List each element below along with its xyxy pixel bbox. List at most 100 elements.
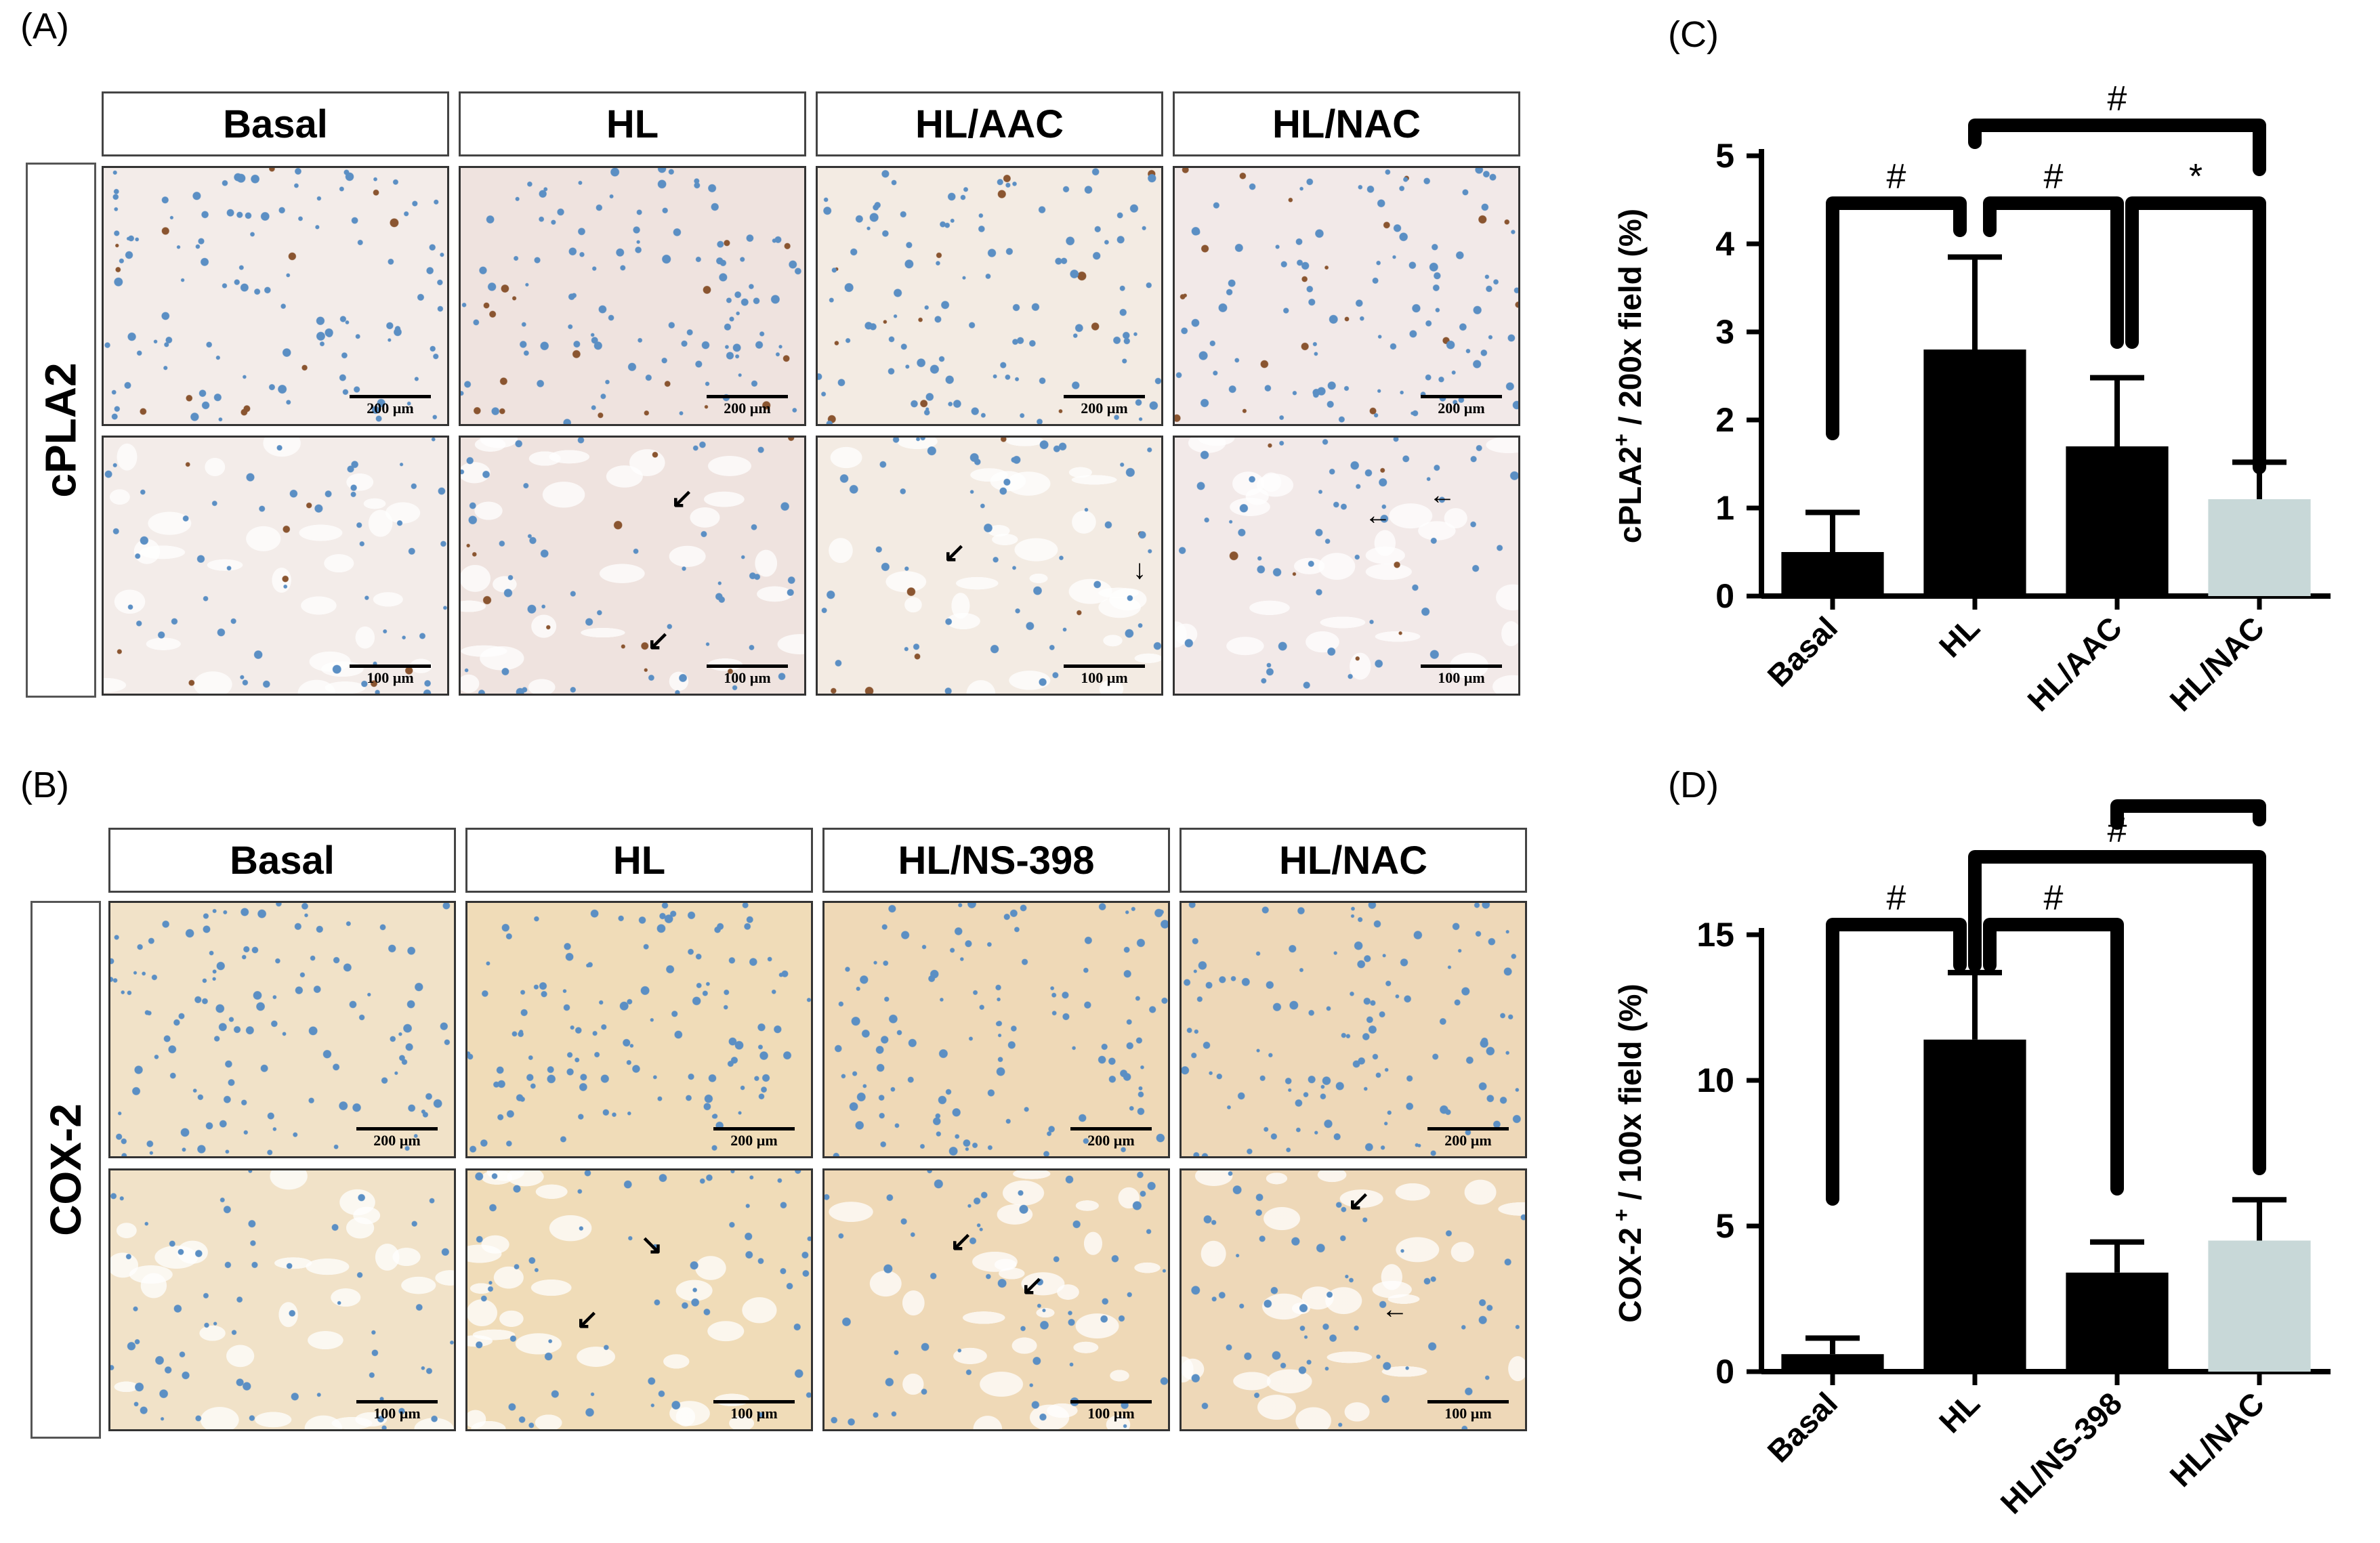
scale-bar-label: 100 µm (367, 669, 414, 686)
significance-bracket (1983, 918, 2124, 1196)
micrograph-low-mag-basal: 200 µm (102, 166, 449, 426)
scale-bar-label: 100 µm (373, 1405, 421, 1422)
significance-label: # (2044, 157, 2064, 196)
x-tick-label: HL (1932, 610, 1986, 664)
row-label-cox2: COX-2 (30, 901, 101, 1439)
micrograph-low-mag-basal: 200 µm (108, 901, 456, 1158)
x-tick-label: HL/NS-398 (1994, 1385, 2129, 1520)
y-tick-label: 2 (1715, 401, 1734, 439)
scale-bar: 200 µm (1064, 395, 1145, 417)
significance-bracket (1968, 850, 2266, 1175)
x-tick-label: Basal (1761, 610, 1845, 694)
y-axis-label-superscript: + (1609, 434, 1633, 446)
significance-label: * (2189, 157, 2202, 196)
significance-label: # (1887, 879, 1906, 918)
panel-label-c: (C) (1668, 14, 1719, 55)
micrograph-low-mag-hl-nac: 200 µm (1179, 901, 1527, 1158)
scale-bar: 100 µm (356, 1400, 438, 1422)
scale-bar-line (350, 664, 431, 668)
column-header-hl-aac: HL/AAC (816, 91, 1163, 156)
column-header-hl-nac: HL/NAC (1179, 828, 1527, 893)
bar (1923, 1039, 2026, 1372)
arrow-marker: ↙ (671, 484, 694, 513)
chart-c: 0 1 2 3 4 5 Basal HL HL/AAC HL/NAC cPLA2+ / 200x f… (1609, 79, 2331, 718)
scale-bar-label: 100 µm (1438, 669, 1485, 686)
scale-bar-label: 100 µm (730, 1405, 778, 1422)
arrow-marker: ← (1381, 1294, 1408, 1324)
row-label-text: cPLA2 (37, 362, 85, 498)
column-header-hl: HL (465, 828, 813, 893)
y-axis-label-main: cPLA2 (1612, 446, 1648, 543)
scale-bar-label: 200 µm (373, 1132, 421, 1149)
x-tick-label: HL/AAC (2020, 610, 2129, 718)
scale-bar-line (1064, 395, 1145, 398)
micrograph-high-mag-basal: 100 µm (102, 436, 449, 696)
panel-label-a: (A) (20, 6, 69, 47)
scale-bar-line (713, 1127, 795, 1130)
y-axis-label: cPLA2+ / 200x field (%) (1609, 209, 1648, 543)
bar (1781, 1354, 1884, 1372)
scale-bar: 100 µm (1070, 1400, 1152, 1422)
significance-bracket (1983, 196, 2124, 349)
significance-label: # (2108, 79, 2127, 119)
scale-bar-label: 200 µm (1444, 1132, 1492, 1149)
scale-bar: 100 µm (1064, 664, 1145, 687)
scale-bar-line (1427, 1127, 1509, 1130)
scale-bar: 200 µm (350, 395, 431, 417)
arrow-marker: ↙ (1021, 1271, 1044, 1301)
y-axis-label-rest: / 100x field (%) (1612, 984, 1648, 1208)
micrograph-low-mag-hl: 200 µm (459, 166, 806, 426)
arrow-marker: ↙ (647, 626, 670, 656)
scale-bar-line (356, 1400, 438, 1403)
significance-label: # (2044, 879, 2064, 918)
scale-bar-line (707, 664, 788, 668)
micrograph-high-mag-hl: 100 µm ↘ ↙ (465, 1168, 813, 1431)
scale-bar-line (1064, 664, 1145, 668)
scale-bar: 200 µm (1070, 1127, 1152, 1149)
column-header-hl-nac: HL/NAC (1173, 91, 1520, 156)
arrow-marker: ← (1364, 501, 1392, 530)
x-tick-label: HL/NAC (2163, 1385, 2271, 1494)
scale-bar-label: 100 µm (1087, 1405, 1135, 1422)
scale-bar: 200 µm (713, 1127, 795, 1149)
y-axis-label-superscript: + (1609, 1209, 1633, 1228)
y-axis-label: COX-2 + / 100x field (%) (1609, 984, 1648, 1323)
y-tick-label: 15 (1696, 916, 1734, 954)
scale-bar-label: 200 µm (724, 400, 771, 417)
scale-bar-line (1421, 664, 1502, 668)
scale-bar-label: 200 µm (1438, 400, 1485, 417)
arrow-marker: ↙ (1348, 1186, 1371, 1216)
scale-bar-label: 100 µm (724, 669, 771, 686)
significance-bracket (2110, 799, 2266, 830)
scale-bar: 200 µm (1421, 395, 1502, 417)
y-tick-label: 0 (1715, 577, 1734, 615)
y-axis-label-main: COX-2 (1612, 1227, 1648, 1323)
scale-bar-line (356, 1127, 438, 1130)
scale-bar-label: 200 µm (367, 400, 414, 417)
micrograph-high-mag-hl: 100 µm ↙ ↙ (459, 436, 806, 696)
significance-bracket (1968, 119, 2266, 176)
y-axis-label-rest: / 200x field (%) (1612, 209, 1648, 434)
scale-bar-label: 200 µm (730, 1132, 778, 1149)
micrograph-low-mag-hl-ns-398: 200 µm (822, 901, 1170, 1158)
arrow-marker: ← (1429, 480, 1456, 510)
scale-bar-line (350, 395, 431, 398)
scale-bar: 100 µm (713, 1400, 795, 1422)
significance-bracket (2125, 196, 2266, 474)
scale-bar-line (1427, 1400, 1509, 1403)
scale-bar-line (1421, 395, 1502, 398)
x-tick-label: Basal (1761, 1385, 1845, 1469)
scale-bar: 100 µm (707, 664, 788, 687)
micrograph-high-mag-basal: 100 µm (108, 1168, 456, 1431)
scale-bar-label: 100 µm (1444, 1405, 1492, 1422)
bar (1781, 552, 1884, 596)
arrow-marker: ↓ (1133, 555, 1146, 585)
micrograph-high-mag-hl-nac: 100 µm ← ← (1173, 436, 1520, 696)
panel-label-d: (D) (1668, 765, 1719, 805)
bar (2208, 1240, 2311, 1372)
micrograph-low-mag-hl-aac: 200 µm (816, 166, 1163, 426)
row-label-cpla2: cPLA2 (26, 163, 96, 698)
row-label-text: COX-2 (41, 1103, 90, 1236)
y-tick-label: 0 (1715, 1353, 1734, 1391)
bar (2066, 446, 2169, 596)
